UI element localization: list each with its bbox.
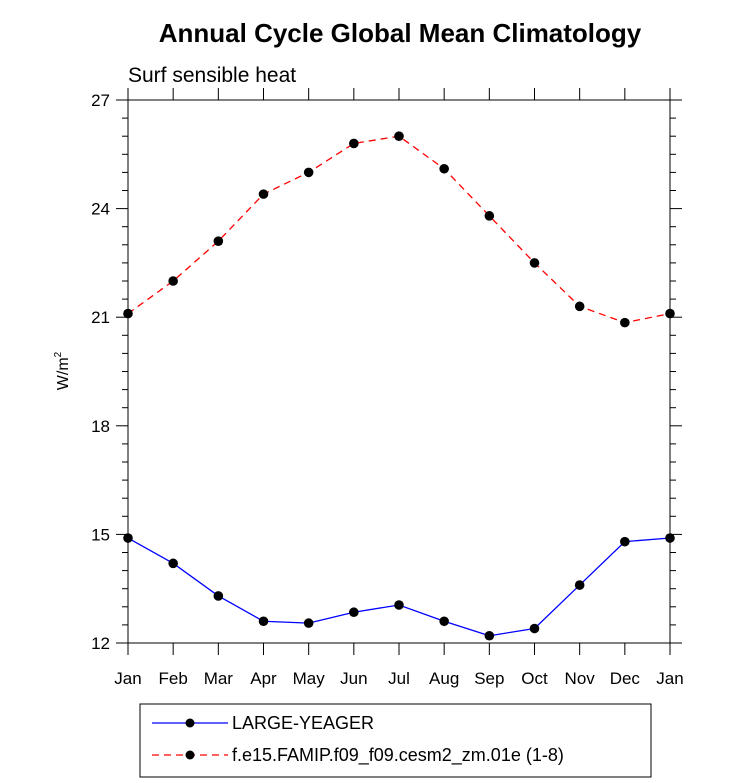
data-point [123, 533, 133, 543]
data-point [574, 580, 585, 590]
x-tick-labels: Jan Feb Mar Apr May Jun Jul Aug Sep Oct Nov Dec Jan [114, 669, 683, 688]
data-point [394, 131, 404, 141]
y-tick-labels: 12 15 18 21 24 27 [91, 91, 110, 653]
data-point [349, 138, 359, 149]
legend-label-0: LARGE-YEAGER [232, 713, 374, 733]
data-point [303, 618, 314, 628]
x-tick-label: Apr [250, 669, 277, 688]
data-point [620, 536, 630, 547]
data-point [529, 623, 540, 634]
data-point [258, 189, 269, 199]
x-tick-label: Jun [340, 669, 367, 688]
data-point [620, 317, 630, 328]
chart-subtitle: Surf sensible heat [128, 64, 296, 87]
data-point [439, 616, 449, 627]
y-tick-label: 21 [91, 308, 110, 327]
y-tick-label: 24 [91, 200, 110, 219]
x-tick-label: Jan [656, 669, 683, 688]
axis-ticks [116, 88, 682, 655]
series-layer [123, 131, 675, 641]
data-point [213, 591, 224, 601]
series-line-1 [127, 135, 671, 324]
data-point [484, 630, 495, 641]
y-tick-label: 12 [91, 634, 110, 653]
data-point [484, 211, 495, 221]
x-tick-label: May [293, 669, 326, 688]
y-tick-label: 18 [91, 417, 110, 436]
data-point [665, 533, 675, 543]
series-line-0 [127, 537, 671, 637]
data-point [123, 308, 133, 319]
x-tick-label: Nov [565, 669, 596, 688]
plot-frame [127, 99, 671, 644]
data-point [665, 308, 675, 319]
x-tick-label: Jul [388, 669, 410, 688]
data-point [213, 236, 224, 246]
y-axis-label: W/m2 [53, 351, 72, 390]
data-point [349, 607, 359, 618]
x-tick-label: Feb [159, 669, 188, 688]
x-tick-label: Jan [114, 669, 141, 688]
x-tick-label: Aug [429, 669, 459, 688]
data-point [303, 167, 314, 178]
chart-title: Annual Cycle Global Mean Climatology [159, 18, 642, 48]
x-tick-label: Oct [521, 669, 548, 688]
data-point [394, 600, 404, 610]
y-tick-label: 27 [91, 91, 110, 110]
x-tick-label: Mar [204, 669, 234, 688]
data-point [168, 558, 178, 569]
legend-marker-0 [185, 718, 195, 728]
data-point [529, 258, 540, 268]
y-tick-label: 15 [91, 525, 110, 544]
legend: LARGE-YEAGER f.e15.FAMIP.f09_f09.cesm2_z… [139, 703, 652, 778]
legend-label-1: f.e15.FAMIP.f09_f09.cesm2_zm.01e (1-8) [232, 745, 564, 766]
y-axis-label-base: W/m [55, 357, 72, 390]
x-tick-label: Dec [610, 669, 641, 688]
data-point [258, 616, 269, 627]
data-point [439, 163, 449, 174]
data-point [168, 276, 178, 286]
legend-marker-1 [185, 750, 195, 760]
legend-box [139, 703, 652, 778]
x-tick-label: Sep [474, 669, 504, 688]
y-axis-label-superscript: 2 [53, 351, 64, 357]
data-point [574, 301, 585, 312]
